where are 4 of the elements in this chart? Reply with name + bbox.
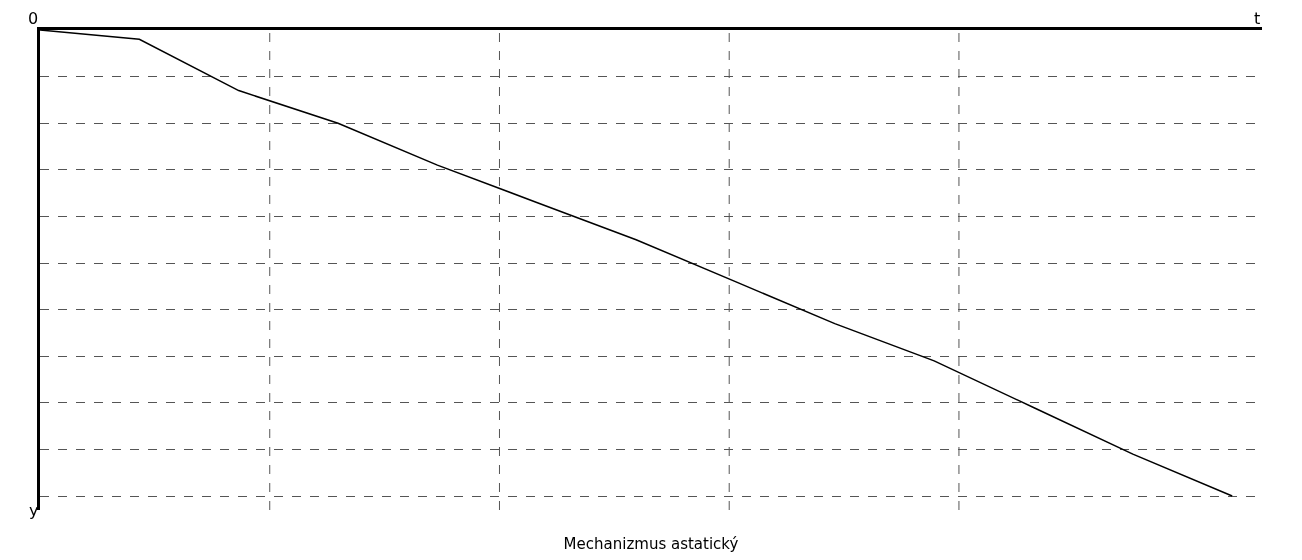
y-axis-title: y: [29, 501, 39, 520]
text: Mechanizmus astatický: [563, 534, 739, 553]
x-axis-title: t: [1254, 9, 1261, 28]
text: 0: [28, 9, 39, 28]
